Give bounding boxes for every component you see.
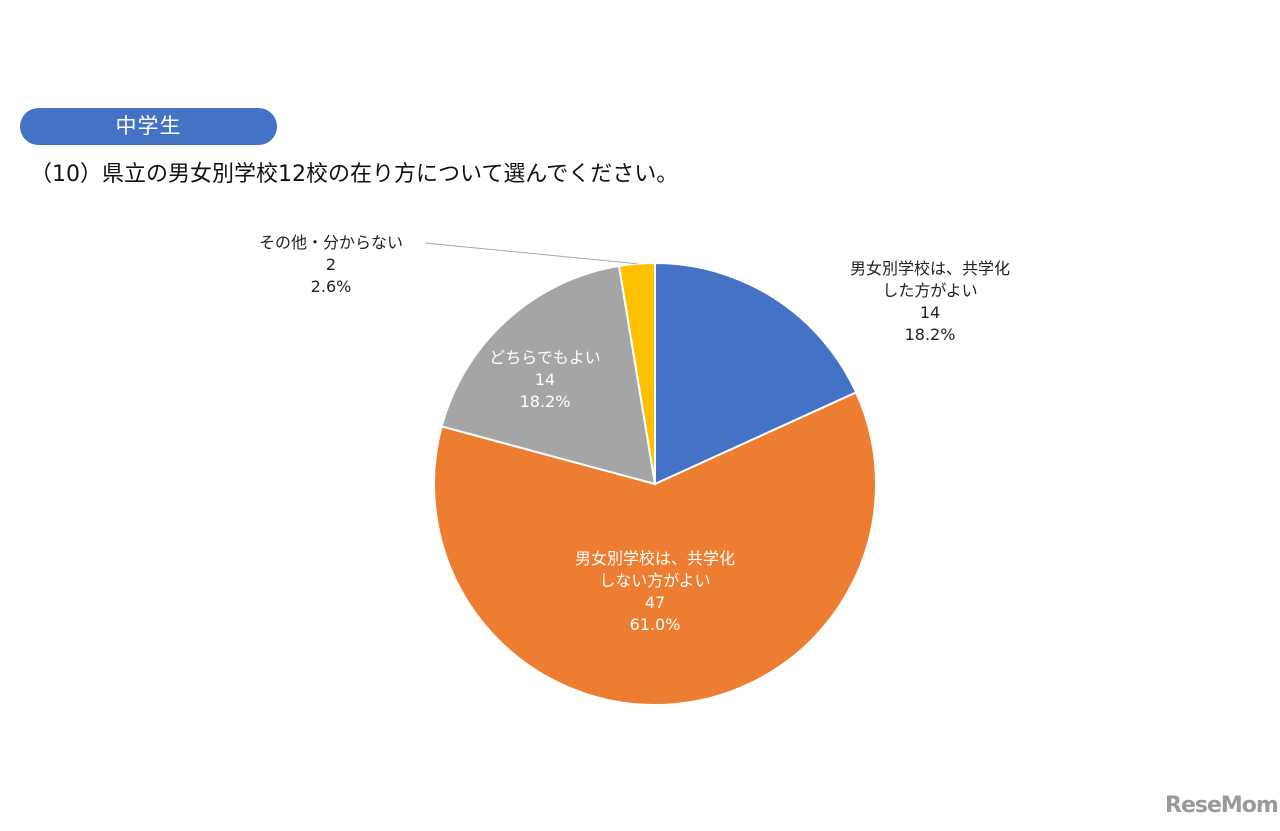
slice-label-2: どちらでもよい 14 18.2%: [489, 348, 601, 411]
category-badge: 中学生: [20, 108, 277, 145]
question-title: （10）県立の男女別学校12校の在り方について選んでください。: [30, 162, 679, 187]
resemom-logo: ReseMom: [1165, 793, 1279, 818]
pie-slice-1: [433, 391, 877, 707]
slice-label-0: 男女別学校は、共学化 した方がよい 14 18.2%: [849, 259, 1010, 344]
leader-line-3: [424, 242, 638, 265]
pie-slice-2: [440, 264, 657, 486]
slice-label-1: 男女別学校は、共学化 しない方がよい 47 61.0%: [574, 549, 735, 634]
pie-slice-0: [654, 261, 858, 486]
slice-label-3: その他・分からない 2 2.6%: [258, 233, 403, 296]
